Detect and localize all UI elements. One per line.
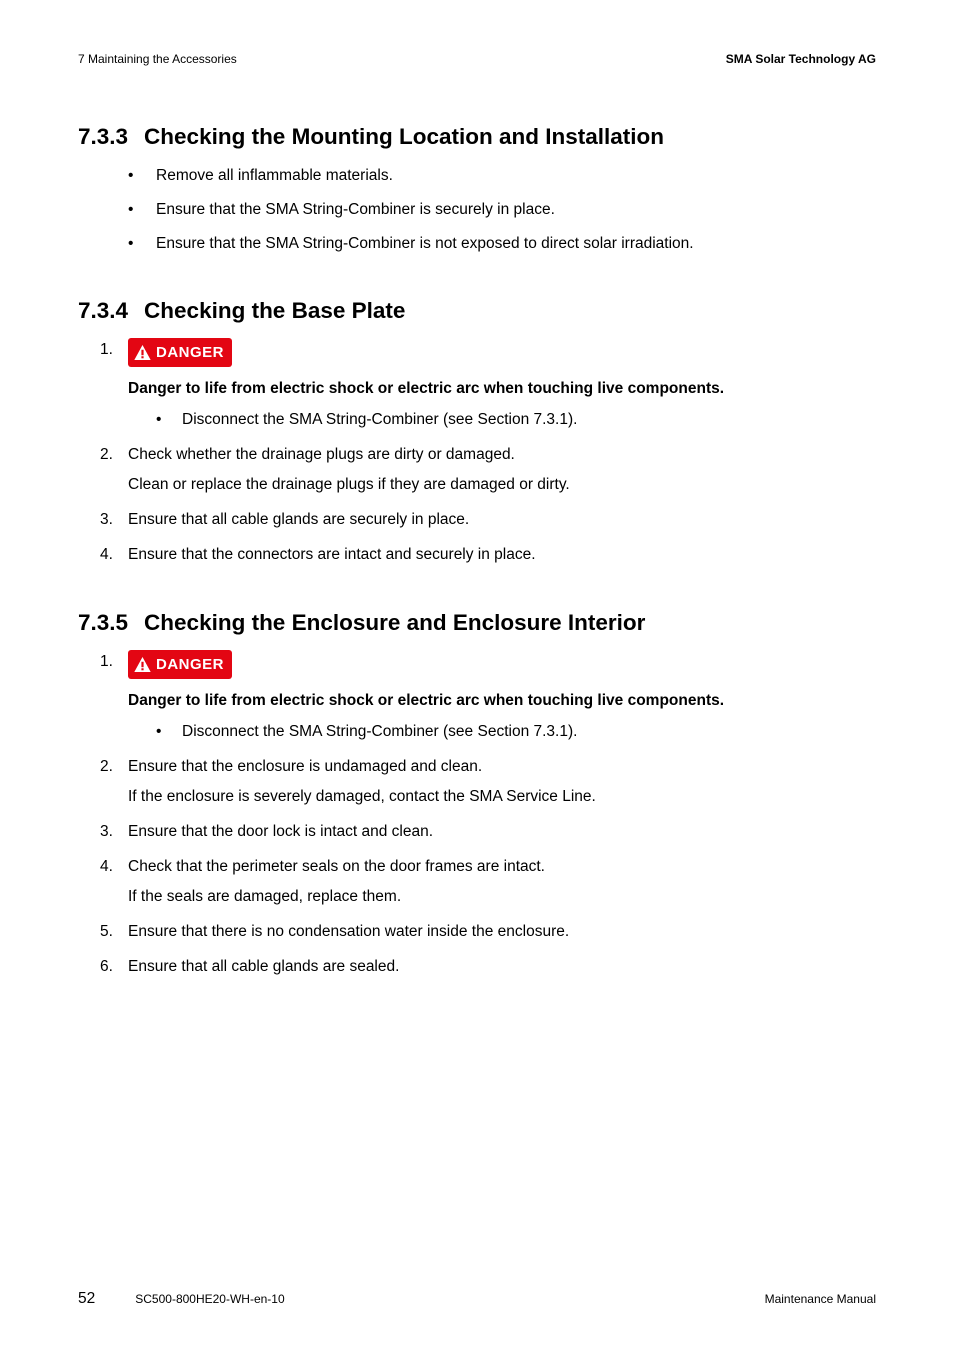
step-subtext: If the seals are damaged, replace them. [128, 885, 876, 909]
step-text: Check that the perimeter seals on the do… [128, 858, 545, 875]
page: 7 Maintaining the Accessories SMA Solar … [0, 0, 954, 1352]
danger-action-list: Disconnect the SMA String-Combiner (see … [128, 408, 876, 432]
list-item: Ensure that the SMA String-Combiner is n… [128, 232, 876, 256]
step-danger: DANGER Danger to life from electric shoc… [100, 338, 876, 432]
section-title: Checking the Enclosure and Enclosure Int… [144, 610, 645, 635]
header-right: SMA Solar Technology AG [726, 52, 876, 66]
page-number: 52 [78, 1290, 95, 1308]
step-item: Ensure that all cable glands are securel… [100, 508, 876, 532]
warning-triangle-icon [134, 657, 151, 672]
step-item: Ensure that the connectors are intact an… [100, 543, 876, 567]
section-number: 7.3.4 [78, 298, 128, 323]
running-header: 7 Maintaining the Accessories SMA Solar … [78, 52, 876, 66]
step-item: Ensure that the door lock is intact and … [100, 820, 876, 844]
warning-triangle-icon [134, 345, 151, 360]
step-danger: DANGER Danger to life from electric shoc… [100, 650, 876, 744]
danger-action-list: Disconnect the SMA String-Combiner (see … [128, 720, 876, 744]
step-item: Ensure that the enclosure is undamaged a… [100, 755, 876, 809]
step-item: Check that the perimeter seals on the do… [100, 855, 876, 909]
document-id: SC500-800HE20-WH-en-10 [135, 1292, 284, 1306]
header-left: 7 Maintaining the Accessories [78, 52, 237, 66]
running-footer: 52 SC500-800HE20-WH-en-10 Maintenance Ma… [78, 1290, 876, 1308]
section-heading-733: 7.3.3 Checking the Mounting Location and … [78, 124, 876, 150]
step-item: Ensure that there is no condensation wat… [100, 920, 876, 944]
danger-label: DANGER [156, 341, 224, 364]
step-item: Check whether the drainage plugs are dir… [100, 443, 876, 497]
bullet-list-733: Remove all inflammable materials. Ensure… [78, 164, 876, 266]
list-item: Disconnect the SMA String-Combiner (see … [156, 408, 876, 432]
ordered-steps-734: DANGER Danger to life from electric shoc… [78, 338, 876, 578]
step-text: Ensure that the enclosure is undamaged a… [128, 758, 482, 775]
ordered-steps-735: DANGER Danger to life from electric shoc… [78, 650, 876, 990]
danger-badge: DANGER [128, 338, 232, 367]
danger-heading: Danger to life from electric shock or el… [128, 690, 876, 712]
list-item: Disconnect the SMA String-Combiner (see … [156, 720, 876, 744]
section-title: Checking the Base Plate [144, 298, 405, 323]
danger-label: DANGER [156, 653, 224, 676]
footer-left: 52 SC500-800HE20-WH-en-10 [78, 1290, 285, 1308]
list-item: Remove all inflammable materials. [128, 164, 876, 188]
danger-heading: Danger to life from electric shock or el… [128, 378, 876, 400]
step-text: Check whether the drainage plugs are dir… [128, 446, 515, 463]
step-subtext: Clean or replace the drainage plugs if t… [128, 473, 876, 497]
section-title: Checking the Mounting Location and Insta… [144, 124, 664, 149]
footer-right: Maintenance Manual [765, 1292, 876, 1306]
section-number: 7.3.3 [78, 124, 128, 149]
section-heading-734: 7.3.4 Checking the Base Plate [78, 298, 876, 324]
danger-badge: DANGER [128, 650, 232, 679]
step-subtext: If the enclosure is severely damaged, co… [128, 785, 876, 809]
section-number: 7.3.5 [78, 610, 128, 635]
section-heading-735: 7.3.5 Checking the Enclosure and Enclosur… [78, 610, 876, 636]
step-item: Ensure that all cable glands are sealed. [100, 955, 876, 979]
list-item: Ensure that the SMA String-Combiner is s… [128, 198, 876, 222]
